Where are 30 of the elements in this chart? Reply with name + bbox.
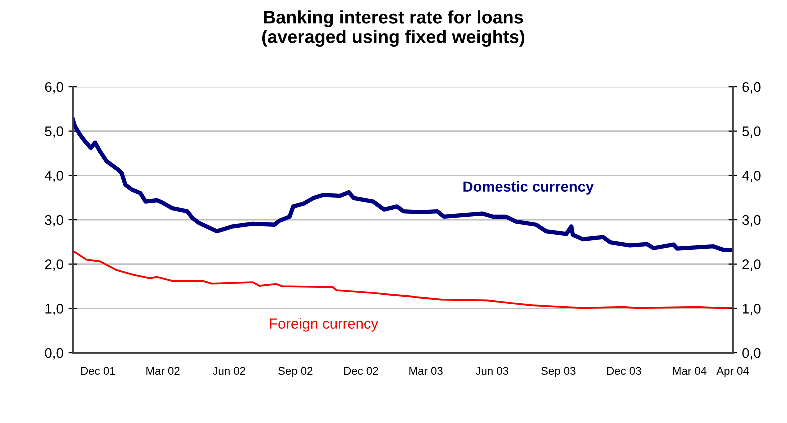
x-tick-label: Dec 01 bbox=[82, 367, 116, 376]
y2-tick-label: 2,0 bbox=[742, 260, 761, 272]
line-series bbox=[73, 250, 733, 310]
series-label: Foreign currency bbox=[270, 318, 378, 332]
y-tick-label: 4,0 bbox=[44, 171, 64, 182]
line-series bbox=[73, 117, 733, 252]
y-tick-label: 0,0 bbox=[45, 348, 64, 360]
x-tick-label: Sep 02 bbox=[278, 367, 313, 378]
y2-tick-label: 5,0 bbox=[742, 126, 761, 138]
y2-tick-label: 6,0 bbox=[742, 82, 761, 94]
y-tick-label: 3,0 bbox=[45, 215, 64, 227]
y2-tick-label: 3,0 bbox=[742, 215, 761, 227]
x-tick-label: Apr 04 bbox=[716, 367, 750, 378]
x-tick-label: Jun 02 bbox=[212, 367, 246, 376]
series-label: Domestic currency bbox=[464, 181, 594, 195]
x-tick-label: Mar 02 bbox=[146, 367, 180, 376]
x-tick-label: Jun 03 bbox=[476, 367, 509, 376]
x-tick-label: Dec 02 bbox=[344, 367, 378, 376]
y2-tick-label: 1,0 bbox=[743, 304, 761, 316]
x-tick-label: Dec 03 bbox=[608, 367, 642, 376]
y-tick-label: 1,0 bbox=[46, 304, 64, 316]
y-tick-label: 2,0 bbox=[45, 260, 64, 272]
y2-tick-label: 0,0 bbox=[742, 348, 761, 360]
y-tick-label: 5,0 bbox=[45, 126, 64, 138]
chart-title: Banking interest rate for loans (averaged using fixed weights) bbox=[262, 10, 525, 48]
y-tick-label: 6,0 bbox=[45, 82, 64, 94]
y2-tick-label: 4,0 bbox=[742, 171, 761, 182]
x-tick-label: Mar 03 bbox=[410, 367, 443, 376]
x-tick-label: Mar 04 bbox=[673, 367, 707, 376]
x-tick-label: Sep 03 bbox=[542, 367, 576, 378]
